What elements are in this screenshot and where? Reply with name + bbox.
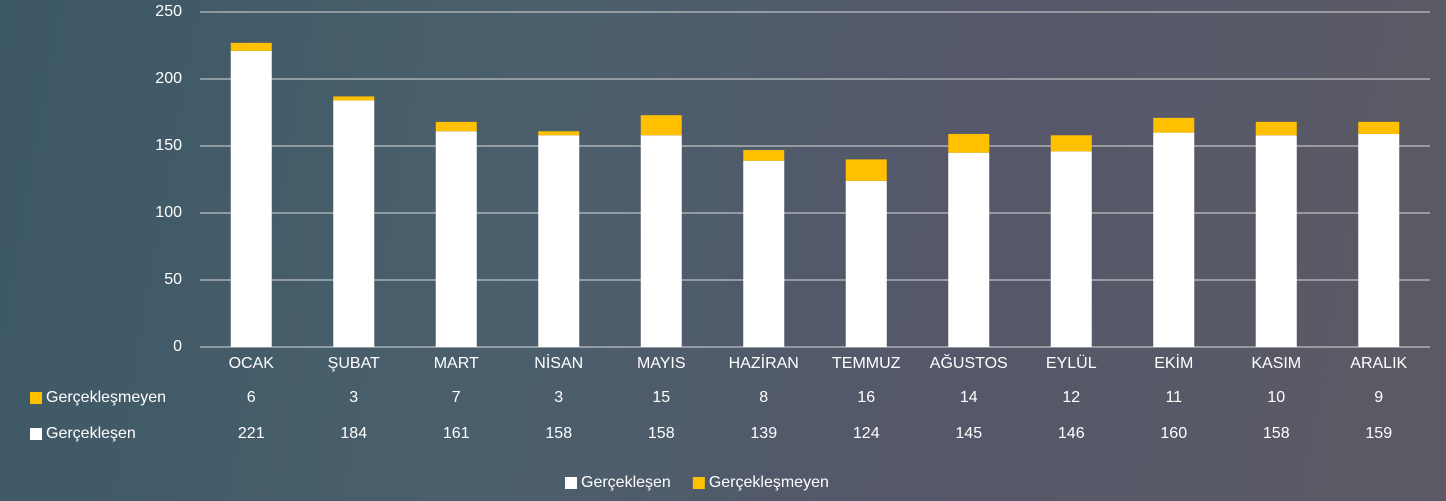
y-tick-label: 100 xyxy=(155,204,182,221)
bar-segment xyxy=(231,43,272,51)
bar-segment xyxy=(641,135,682,347)
bar-segment xyxy=(1153,133,1194,347)
table-row-label: Gerçekleşmeyen xyxy=(46,389,166,406)
table-cell: 146 xyxy=(1058,425,1085,442)
x-tick-label: OCAK xyxy=(229,355,275,372)
bar-segment xyxy=(231,51,272,347)
table-cell: 158 xyxy=(1263,425,1290,442)
bar-segment xyxy=(948,153,989,347)
page: 0 50 100 150 200 250 OCAK ŞUBAT MART NİSAN MAYIS HA… xyxy=(0,0,1446,501)
table-cell: 124 xyxy=(853,425,880,442)
bar-segment xyxy=(333,96,374,100)
table-cell: 7 xyxy=(452,389,461,406)
bar-segment xyxy=(1051,151,1092,347)
x-tick-label: AĞUSTOS xyxy=(930,353,1008,372)
table-row-label: Gerçekleşen xyxy=(46,425,136,442)
bar-segment xyxy=(436,122,477,131)
chart: 0 50 100 150 200 250 OCAK ŞUBAT MART NİSAN MAYIS HA… xyxy=(0,0,1446,501)
x-tick-label: KASIM xyxy=(1251,355,1301,372)
legend-label: Gerçekleşmeyen xyxy=(709,474,829,491)
bar-segment xyxy=(948,134,989,153)
table-cell: 139 xyxy=(750,425,777,442)
bar-segment xyxy=(538,131,579,135)
x-tick-label: MAYIS xyxy=(637,355,686,372)
table-cell: 3 xyxy=(349,389,358,406)
table-cell: 159 xyxy=(1365,425,1392,442)
table-cell: 161 xyxy=(443,425,470,442)
bar-segment xyxy=(436,131,477,347)
bar-segment xyxy=(1358,122,1399,134)
x-tick-label: HAZİRAN xyxy=(729,353,799,372)
table-cell: 158 xyxy=(648,425,675,442)
table-cell: 15 xyxy=(652,389,670,406)
bar-segment xyxy=(743,161,784,347)
bar-segment xyxy=(1051,135,1092,151)
table-cell: 184 xyxy=(340,425,367,442)
x-tick-label: MART xyxy=(434,355,479,372)
table-legend-key xyxy=(30,428,42,440)
bar-segment xyxy=(1358,134,1399,347)
y-tick-label: 150 xyxy=(155,137,182,154)
bar-segment xyxy=(846,159,887,180)
bar-segment xyxy=(846,181,887,347)
table-cell: 145 xyxy=(955,425,982,442)
legend-key xyxy=(565,477,577,489)
y-tick-label: 50 xyxy=(164,271,182,288)
y-tick-label: 0 xyxy=(173,338,182,355)
bar-segment xyxy=(1256,135,1297,347)
table-cell: 221 xyxy=(238,425,265,442)
y-tick-label: 200 xyxy=(155,70,182,87)
table-cell: 9 xyxy=(1374,389,1383,406)
bar-segment xyxy=(743,150,784,161)
y-tick-label: 250 xyxy=(155,3,182,20)
bar-segment xyxy=(1153,118,1194,133)
bar-segment xyxy=(1256,122,1297,135)
x-tick-label: EKİM xyxy=(1154,353,1193,372)
table-cell: 8 xyxy=(759,389,768,406)
legend-label: Gerçekleşen xyxy=(581,474,671,491)
bar-segment xyxy=(333,100,374,347)
bar-segment xyxy=(641,115,682,135)
table-cell: 12 xyxy=(1062,389,1080,406)
bar-segment xyxy=(538,135,579,347)
table-cell: 6 xyxy=(247,389,256,406)
x-tick-label: ARALIK xyxy=(1350,355,1407,372)
table-cell: 11 xyxy=(1165,389,1182,406)
table-cell: 158 xyxy=(545,425,572,442)
x-tick-label: NİSAN xyxy=(534,353,583,372)
x-tick-label: EYLÜL xyxy=(1046,354,1097,372)
table-cell: 16 xyxy=(857,389,875,406)
legend-key xyxy=(693,477,705,489)
table-cell: 3 xyxy=(554,389,563,406)
table-cell: 10 xyxy=(1267,389,1285,406)
table-cell: 160 xyxy=(1160,425,1187,442)
x-tick-label: TEMMUZ xyxy=(832,355,901,372)
table-legend-key xyxy=(30,392,42,404)
x-tick-label: ŞUBAT xyxy=(328,355,380,372)
table-cell: 14 xyxy=(960,389,978,406)
